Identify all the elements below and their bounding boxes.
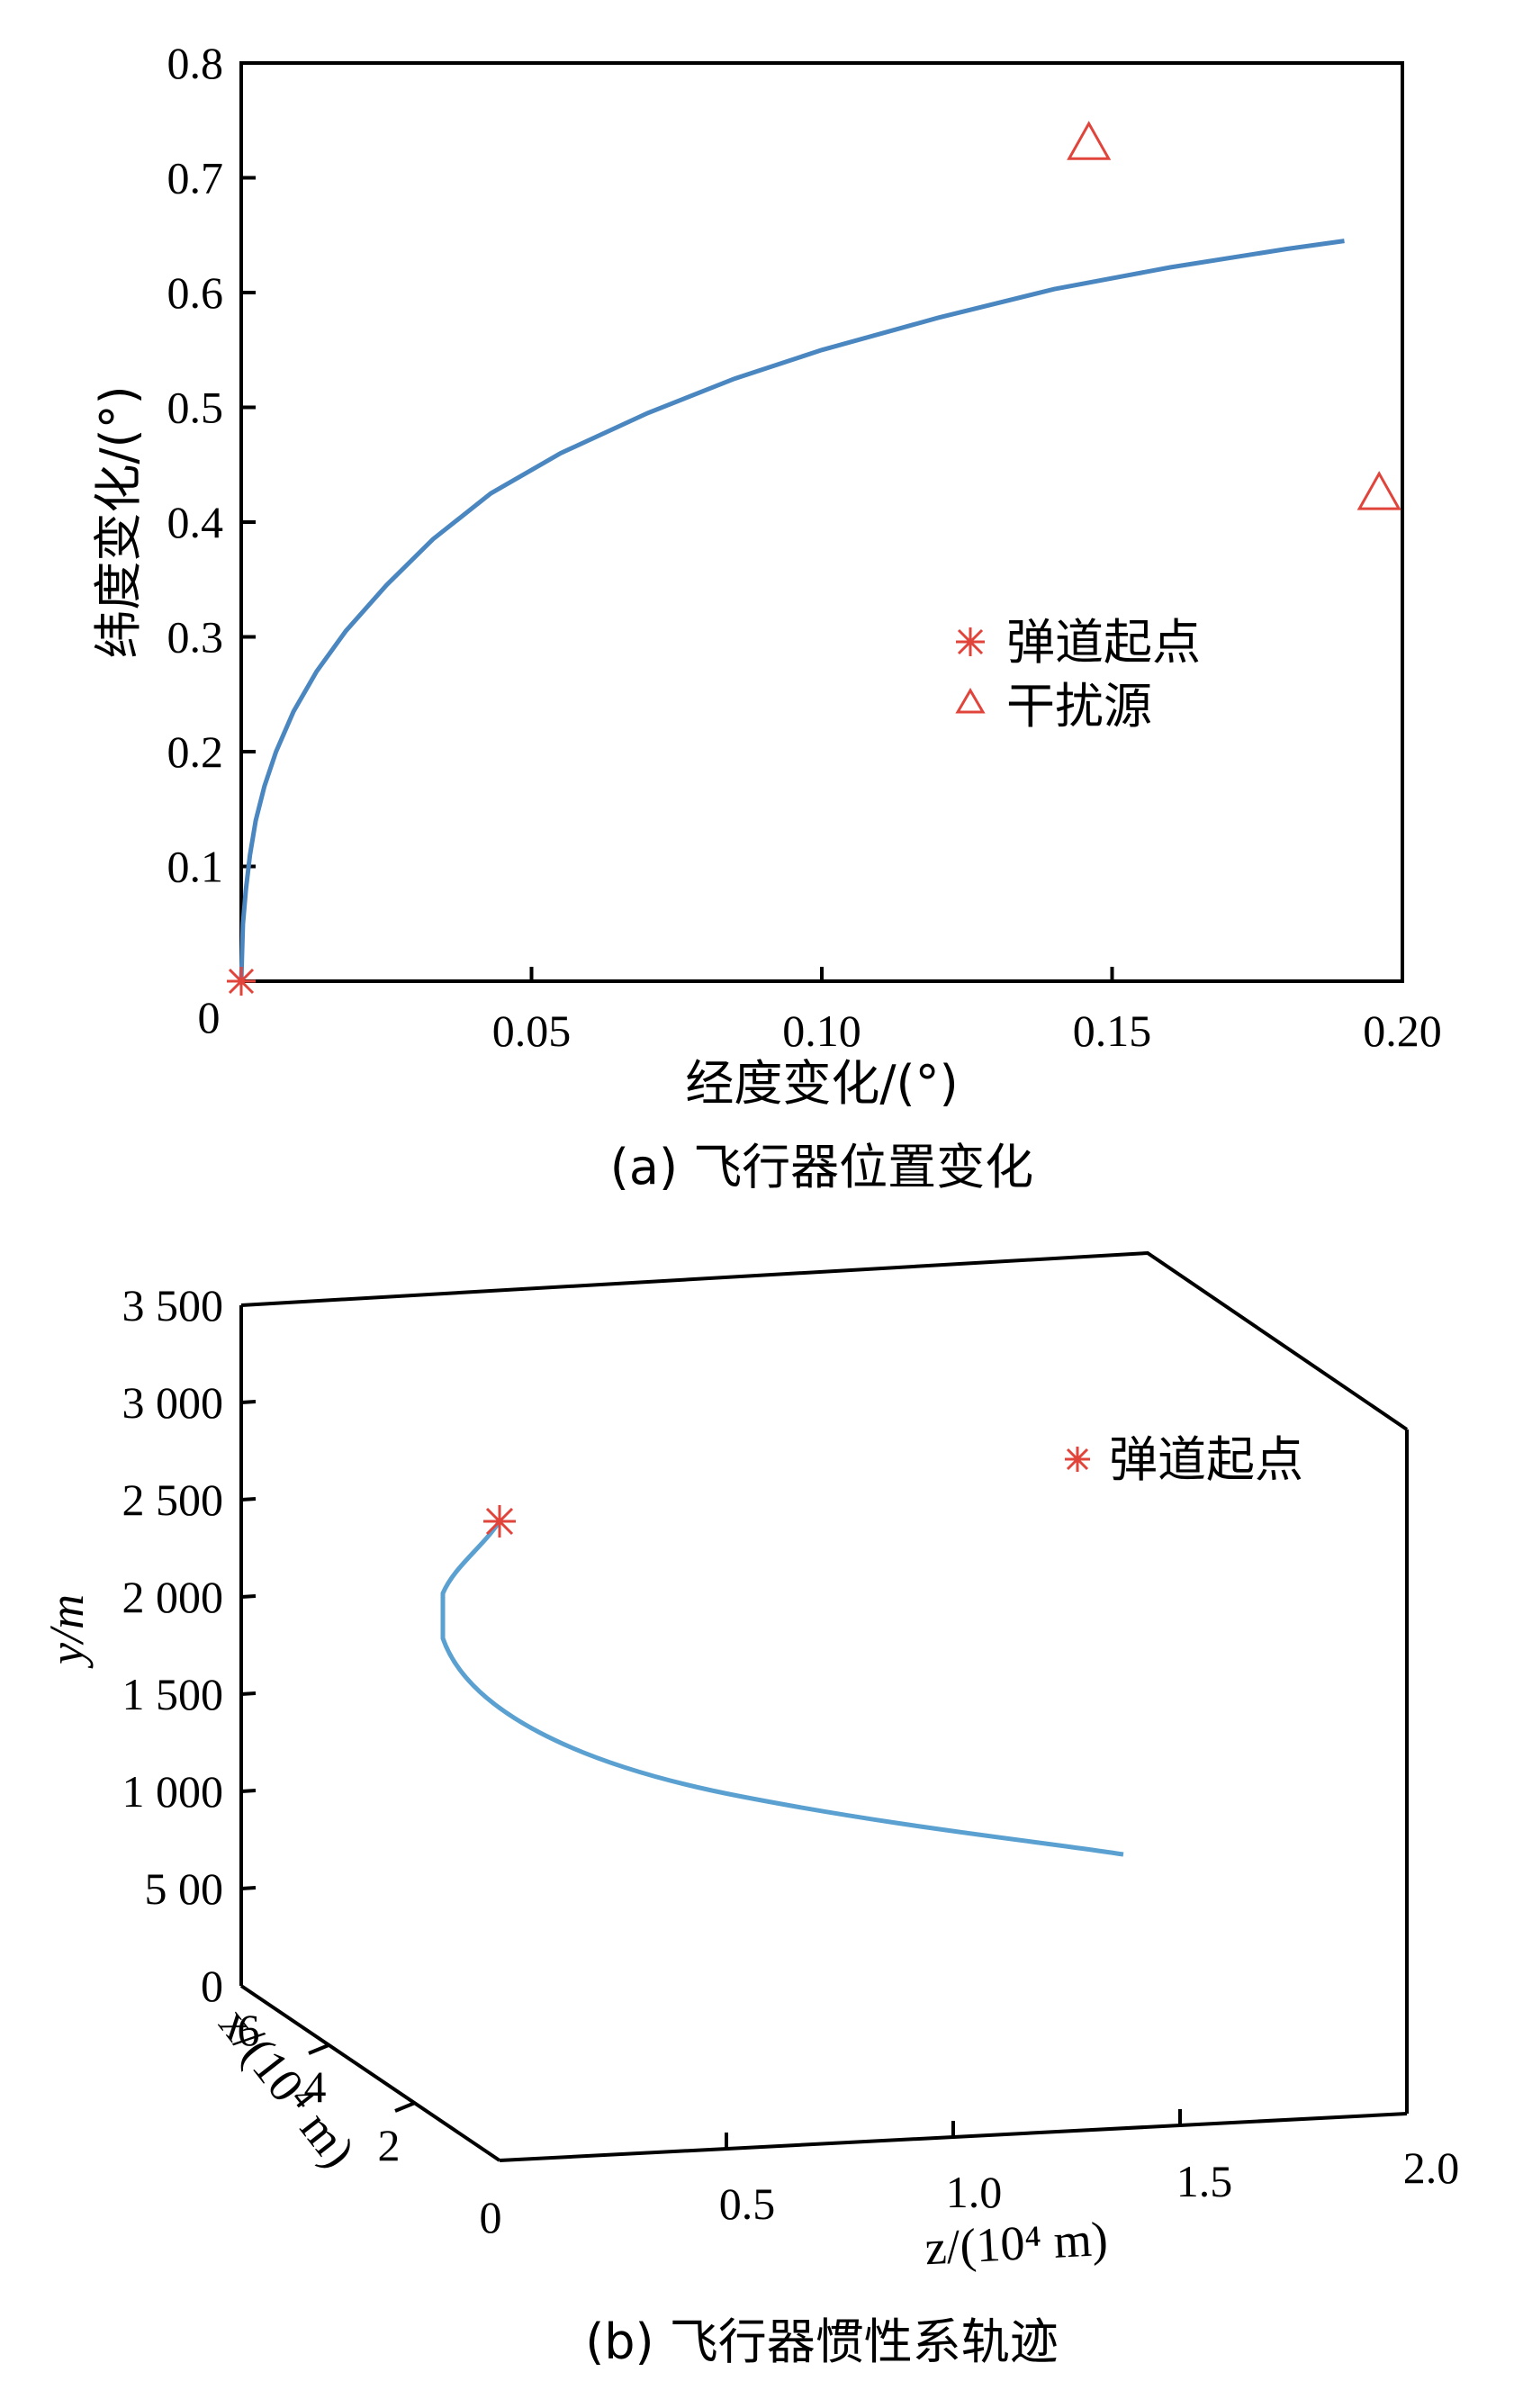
chart-b-box-edge-top [240,1250,1409,1431]
chart-b-z-ticks [725,2109,1182,2149]
x-tick-label: 0.10 [782,1006,861,1056]
y-tick-label: 2 000 [122,1572,224,1622]
y-tick-label: 1 000 [122,1766,224,1817]
y-tick [240,1497,257,1502]
chart-a-series-line [239,239,1345,982]
chart-b-3d: 0 5 00 1 000 1 500 2 000 2 500 3 000 3 500 0 0.… [40,1250,1460,2370]
x-tick-label: 0.15 [1073,1006,1152,1056]
chart-a: 0.1 0.2 0.3 0.4 0.5 0.6 0.7 0.8 0 0.05 0.10 0.15 0.… [90,38,1442,1195]
legend-b-start-label: 弹道起点 [1109,1431,1303,1488]
x-tick-label-6: 6 [238,2005,260,2055]
chart-b-start-marker [483,1505,516,1538]
x-tick [394,2101,416,2113]
legend-start-marker [956,627,985,656]
chart-b-x-axis-line [239,1984,501,2162]
z-tick-label-4: 2.0 [1403,2142,1460,2193]
jammer-marker [1067,121,1112,160]
legend-jammer-marker [955,688,986,714]
y-tick-label: 0.4 [167,497,224,547]
z-tick-label-2: 1.0 [946,2167,1003,2217]
y-tick [240,1789,257,1793]
legend-start-label: 弹道起点 [1006,614,1201,671]
x-tick-label: 0.20 [1363,1006,1442,1056]
chart-a-caption: (a) 飞行器位置变化 [610,1139,1033,1195]
y-tick-label: 0.7 [167,153,224,203]
z-tick-label-0: 0 [480,2192,502,2242]
chart-b-legend: 弹道起点 [1065,1431,1303,1488]
legend-jammer-label: 干扰源 [1006,678,1152,735]
chart-b-zlabel: z/(10⁴ m) [924,2212,1109,2276]
x-tick-label-4: 4 [304,2061,327,2112]
z-tick-label-1: 0.5 [719,2178,776,2229]
y-tick-label: 3 000 [122,1377,224,1428]
z-tick-label-3: 1.5 [1176,2156,1233,2206]
y-tick-label: 0.5 [167,383,224,433]
y-tick-label-origin: 0 [198,992,221,1042]
y-tick-label: 0.6 [167,267,224,318]
chart-b-caption: (b) 飞行器惯性系轨迹 [585,2313,1059,2370]
chart-a-xlabel: 经度变化/(°) [685,1055,958,1112]
y-tick-label: 0.3 [167,612,224,663]
y-tick-label: 2 500 [122,1475,224,1525]
y-tick [240,1594,257,1599]
jammer-marker [1356,471,1401,510]
chart-b-ylabel: y/m [40,1594,94,1669]
y-tick-label: 0.8 [167,38,224,88]
y-tick-label: 0.1 [167,842,224,892]
y-tick [240,1691,257,1696]
legend-b-start-marker [1065,1447,1090,1472]
x-tick-label-2: 2 [378,2120,401,2170]
y-tick-label: 0.2 [167,726,224,777]
y-tick-label: 3 500 [122,1280,224,1330]
chart-b-trajectory-line [440,1520,1124,1857]
chart-b-xlabel: x/(10⁴ m) [209,1998,365,2178]
start-point-marker [227,967,256,996]
y-tick-label: 0 [201,1961,223,2011]
chart-b-x-ticks [308,2043,416,2113]
x-tick [308,2043,329,2055]
chart-a-ylabel: 纬度变化/(°) [90,385,147,658]
x-tick-label: 0.05 [492,1006,572,1056]
chart-a-legend: 弹道起点 干扰源 [955,614,1201,735]
y-tick [240,1886,257,1890]
y-tick-label: 1 500 [122,1669,224,1719]
chart-a-plot-frame [239,61,1404,983]
y-tick-label: 5 00 [145,1863,224,1914]
